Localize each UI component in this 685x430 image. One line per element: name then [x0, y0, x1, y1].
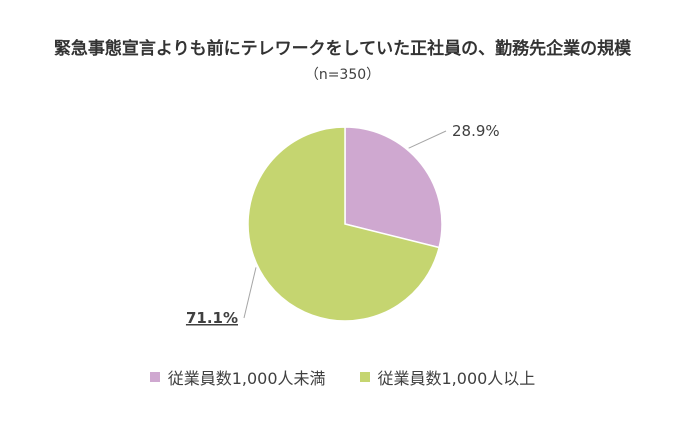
- chart-title: 緊急事態宣言よりも前にテレワークをしていた正社員の、勤務先企業の規模: [53, 39, 632, 59]
- legend-item-large: 従業員数1,000人以上: [359, 365, 536, 389]
- legend-item-small: 従業員数1,000人未満: [149, 365, 326, 389]
- legend-swatch-large: [359, 372, 370, 382]
- chart-subtitle: （n=350）: [304, 67, 381, 83]
- legend-label-large: 従業員数1,000人以上: [377, 369, 536, 388]
- legend-swatch-small: [149, 372, 160, 382]
- pie-slice-1: [247, 126, 441, 322]
- leader-line-0: [408, 130, 447, 149]
- data-label-0: 28.9%: [452, 122, 500, 140]
- legend-label-small: 従業員数1,000人未満: [167, 369, 326, 388]
- chart-legend: 従業員数1,000人未満 従業員数1,000人以上: [0, 365, 685, 389]
- data-label-1: 71.1%: [186, 309, 238, 327]
- pie-slice-0: [344, 126, 443, 249]
- leader-line-1: [243, 267, 257, 319]
